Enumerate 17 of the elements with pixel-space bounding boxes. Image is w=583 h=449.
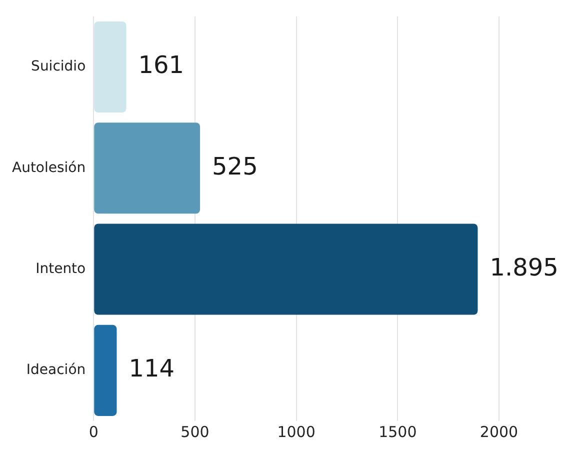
bar (94, 122, 200, 214)
y-tick-label: Ideación (26, 362, 86, 378)
data-label: 161 (138, 51, 184, 80)
y-tick-label: Autolesión (12, 160, 86, 176)
x-tick-label: 0 (88, 422, 98, 441)
x-tick-label: 1500 (378, 422, 417, 441)
bar (94, 324, 117, 416)
data-label: 114 (128, 354, 175, 383)
data-label: 525 (212, 152, 258, 180)
x-tick-label: 1000 (277, 422, 316, 441)
x-tick-label: 500 (180, 422, 210, 441)
y-tick-label: Intento (36, 260, 86, 277)
bar (94, 21, 126, 112)
bar (94, 224, 478, 315)
y-tick-label: Suicidio (31, 58, 86, 75)
data-label: 1.895 (490, 254, 558, 282)
x-tick-label: 2000 (480, 422, 518, 441)
